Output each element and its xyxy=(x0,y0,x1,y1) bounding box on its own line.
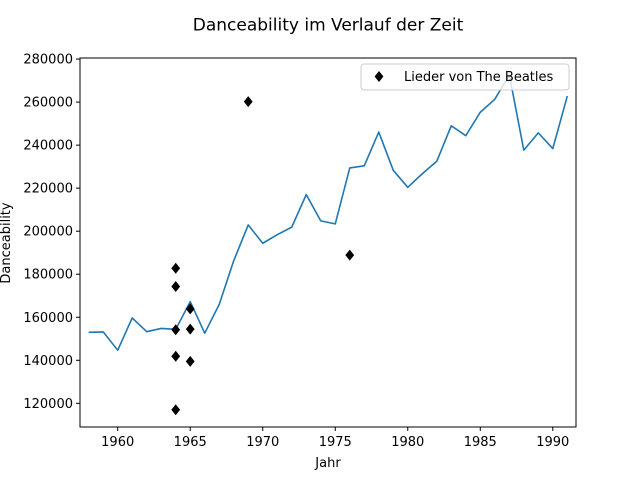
y-tick-label: 140000 xyxy=(23,354,73,369)
x-tick-label: 1985 xyxy=(464,435,497,450)
y-tick-label: 160000 xyxy=(23,311,73,326)
y-tick-label: 260000 xyxy=(23,96,73,111)
scatter-point xyxy=(171,262,181,274)
plot-frame xyxy=(79,57,577,428)
scatter-point xyxy=(185,323,195,335)
y-tick-label: 220000 xyxy=(23,182,73,197)
x-tick-label: 1980 xyxy=(391,435,424,450)
y-tick-label: 280000 xyxy=(23,53,73,68)
y-axis: 120000 140000 160000 180000 200000 220000 2400… xyxy=(23,53,80,412)
scatter-point xyxy=(171,404,181,416)
legend-marker-diamond xyxy=(374,71,384,82)
x-tick-label: 1960 xyxy=(101,435,134,450)
scatter-point xyxy=(185,355,195,367)
y-axis-label: Danceability xyxy=(0,202,14,284)
y-tick-label: 120000 xyxy=(23,397,73,412)
plot-area xyxy=(79,57,577,428)
legend: Lieder von The Beatles xyxy=(360,63,570,91)
y-tick-label: 240000 xyxy=(23,139,73,154)
scatter-point xyxy=(345,249,355,261)
plot-background xyxy=(80,58,576,427)
y-tick-label: 200000 xyxy=(23,225,73,240)
x-tick-label: 1990 xyxy=(536,435,569,450)
scatter-point xyxy=(243,96,253,108)
x-tick-label: 1965 xyxy=(174,435,207,450)
x-tick-label: 1970 xyxy=(246,435,279,450)
chart-title: Danceability im Verlauf der Zeit xyxy=(193,16,464,36)
scatter-point xyxy=(171,350,181,362)
scatter-point xyxy=(171,281,181,293)
legend-label: Lieder von The Beatles xyxy=(404,70,553,85)
x-axis: 1960 1965 1970 1975 1980 1985 1990 xyxy=(101,427,569,450)
series-layer xyxy=(88,73,569,416)
scatter-point xyxy=(185,303,195,315)
legend-box xyxy=(360,63,570,91)
x-tick-label: 1975 xyxy=(319,435,352,450)
y-tick-label: 180000 xyxy=(23,268,73,283)
scatter-point xyxy=(171,324,181,336)
x-axis-label: Jahr xyxy=(314,456,341,471)
series-line xyxy=(88,73,569,351)
